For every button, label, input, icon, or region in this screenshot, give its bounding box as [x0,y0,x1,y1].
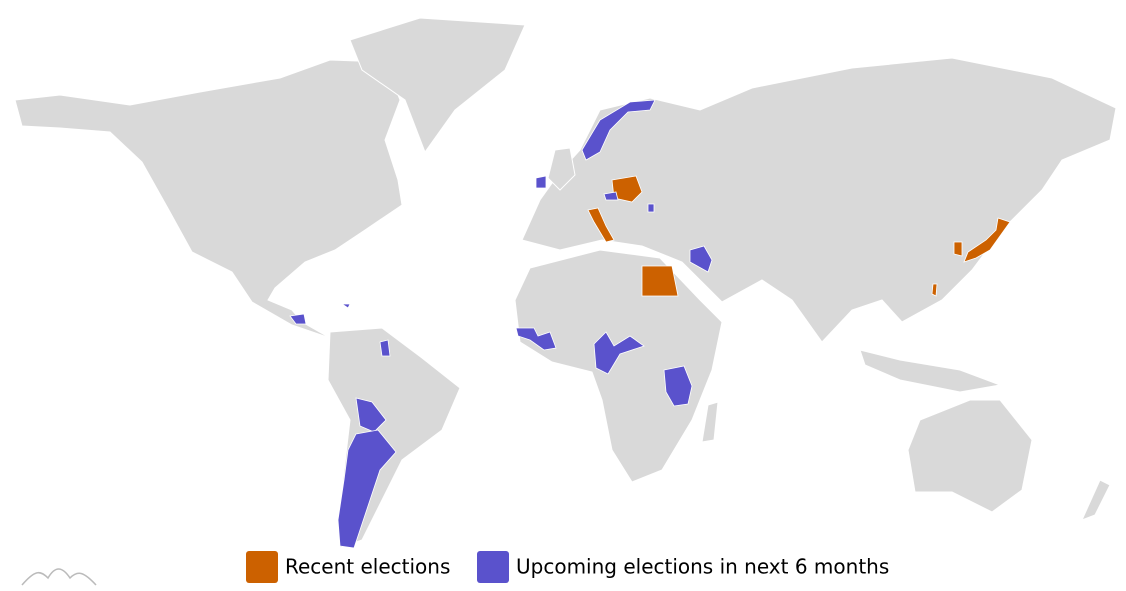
italy [587,207,615,243]
land [14,17,1117,549]
legend: Recent elections Upcoming elections in ne… [246,551,889,583]
legend-swatch[interactable] [477,551,509,583]
west-africa [515,327,557,351]
guyana [379,339,391,357]
north-america [14,59,403,339]
british-isles [547,147,576,191]
logo-mark [21,568,97,586]
nigeria-cameroon [593,331,645,375]
bolivia [355,397,387,433]
legend-label[interactable]: Upcoming elections in next 6 months [516,555,889,579]
haiti [340,303,351,309]
norway [581,99,656,161]
eurasia [521,57,1117,343]
south-korea [953,241,963,257]
indonesia [859,349,1002,393]
argentina-chile [337,429,397,549]
logo [21,568,97,586]
ireland [535,175,547,189]
iraq [689,245,713,273]
japan [963,217,1011,263]
legend-label[interactable]: Recent elections [285,555,450,579]
egypt [641,265,679,297]
tanzania [663,365,693,407]
central-america [289,313,307,325]
africa [514,249,723,483]
czechia [603,191,619,201]
legend-swatch[interactable] [246,551,278,583]
moldova [647,203,655,213]
taiwan [931,283,938,297]
new-zealand [1081,479,1111,521]
greenland [349,17,526,154]
upcoming [289,99,713,549]
madagascar [701,401,719,443]
recent [587,175,1011,297]
australia [907,399,1033,513]
